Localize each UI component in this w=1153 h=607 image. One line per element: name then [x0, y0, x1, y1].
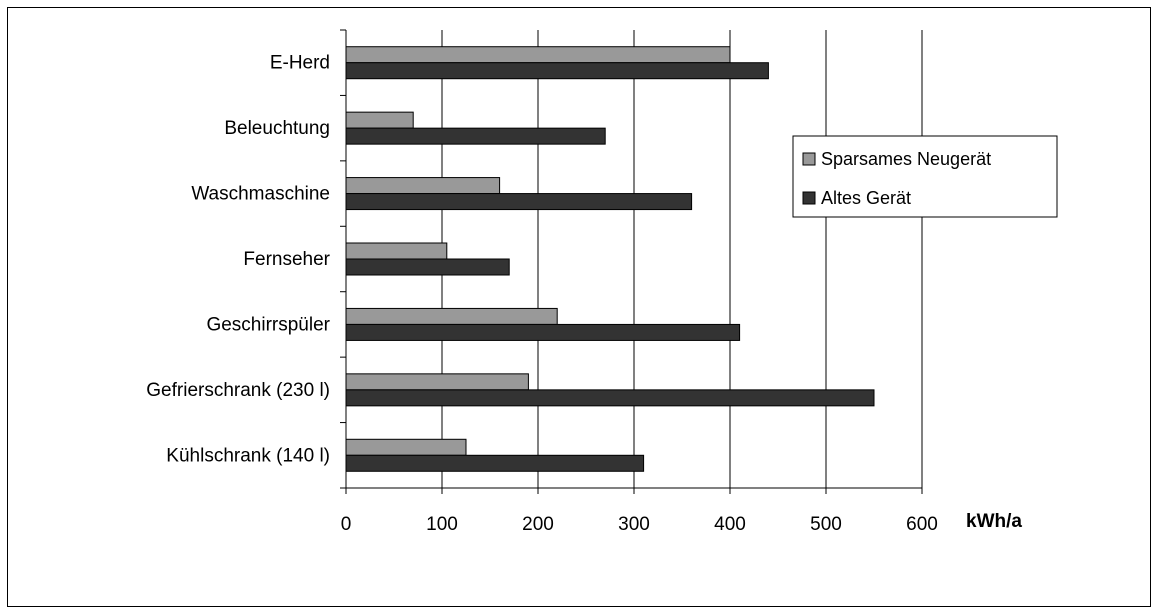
legend-swatch-0 — [802, 152, 816, 166]
bar-old — [345, 62, 769, 80]
grid-lines — [441, 30, 923, 488]
bar-new — [345, 438, 467, 456]
bar-old — [345, 193, 693, 211]
bar-new — [345, 373, 529, 391]
category-label: Beleuchtung — [224, 118, 330, 139]
bar-old — [345, 454, 645, 472]
x-tick-label: 100 — [426, 514, 458, 535]
chart-frame — [7, 7, 1151, 607]
legend: Sparsames Neugerät Altes Gerät — [792, 135, 1058, 218]
x-tick-label: 200 — [522, 514, 554, 535]
bar-new — [345, 177, 501, 195]
x-tick-label: 400 — [714, 514, 746, 535]
bars — [345, 46, 875, 472]
x-unit-label: kWh/a — [966, 511, 1022, 532]
axes — [340, 29, 923, 494]
legend-swatch-1 — [802, 191, 816, 205]
bar-old — [345, 258, 510, 276]
x-tick-label: 300 — [618, 514, 650, 535]
bar-new — [345, 46, 731, 64]
labels: 0 100 200 300 400 500 600 E-Herd Beleuchtung Wasc… — [146, 53, 938, 535]
bar-new — [345, 307, 558, 325]
category-label: Kühlschrank (140 l) — [166, 445, 330, 466]
category-label: E-Herd — [270, 53, 330, 74]
category-label: Geschirrspüler — [206, 314, 330, 335]
x-tick-label: 600 — [906, 514, 938, 535]
bar-old — [345, 127, 606, 145]
bar-new — [345, 111, 414, 129]
x-tick-label: 0 — [341, 514, 352, 535]
category-label: Gefrierschrank (230 l) — [146, 380, 330, 401]
legend-label-0: Sparsames Neugerät — [821, 149, 991, 169]
category-label: Waschmaschine — [191, 184, 330, 205]
bar-old — [345, 389, 875, 407]
bar-new — [345, 242, 448, 260]
category-label: Fernseher — [243, 249, 330, 270]
bar-old — [345, 323, 741, 341]
x-tick-label: 500 — [810, 514, 842, 535]
legend-box — [792, 135, 1058, 218]
legend-label-1: Altes Gerät — [821, 188, 911, 208]
